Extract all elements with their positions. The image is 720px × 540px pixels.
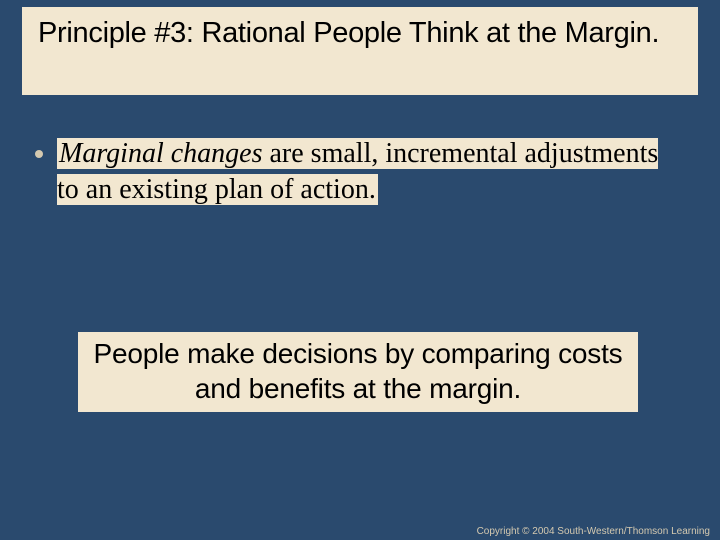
bullet-text: Marginal changes are small, incremental … [57,138,658,205]
bullet-item: Marginal changes are small, incremental … [35,136,675,209]
slide-title: Principle #3: Rational People Think at t… [38,15,682,51]
callout-text: People make decisions by comparing costs… [94,338,623,404]
bullet-text-wrap: Marginal changes are small, incremental … [57,136,675,209]
slide-title-panel: Principle #3: Rational People Think at t… [22,7,698,95]
bullet-marker [35,150,43,158]
bullet-emphasis: Marginal changes [59,138,263,169]
callout-panel: People make decisions by comparing costs… [78,332,638,412]
copyright-text: Copyright © 2004 South-Western/Thomson L… [477,526,710,537]
